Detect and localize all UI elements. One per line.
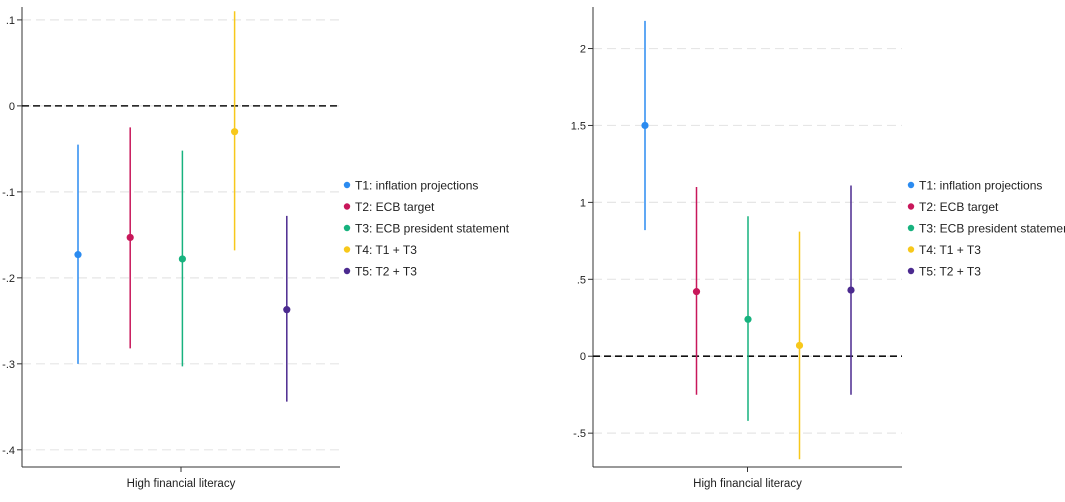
legend: T1: inflation projections T2: ECB target T… [343, 179, 510, 279]
y-tick-label: 1.5 [571, 120, 586, 132]
point-estimate-2 [126, 233, 134, 242]
point-estimate-4 [231, 128, 239, 136]
legend-label-2: T2: ECB target [919, 200, 999, 214]
point-estimate-2 [692, 288, 701, 296]
y-tick-label: -.1 [2, 187, 15, 199]
legend-label-3: T3: ECB president statement [919, 222, 1065, 236]
legend-label-4: T4: T1 + T3 [355, 243, 417, 257]
legend-marker-4 [907, 246, 915, 253]
y-tick-label: -.5 [573, 428, 586, 440]
legend-label-3: T3: ECB president statement [355, 222, 510, 236]
point-estimate-1 [641, 121, 649, 130]
point-estimate-3 [178, 255, 186, 263]
legend-label-5: T5: T2 + T3 [919, 265, 981, 279]
y-tick-label: 1 [580, 197, 586, 209]
y-tick-label: .5 [577, 274, 586, 286]
point-estimate-4 [795, 341, 804, 350]
point-estimate-5 [847, 286, 855, 294]
y-tick-label: -.3 [2, 359, 15, 371]
y-tick-label: 2 [580, 44, 586, 56]
y-tick-label: 0 [9, 101, 15, 113]
legend-marker-2 [343, 203, 351, 210]
y-tick-label: 0 [580, 351, 586, 363]
legend-marker-5 [343, 267, 351, 275]
x-category-label: High financial literacy [693, 478, 802, 490]
legend-label-1: T1: inflation projections [919, 179, 1042, 193]
y-tick-label: -.4 [2, 445, 15, 457]
legend-marker-3 [907, 224, 915, 232]
point-estimate-1 [74, 251, 82, 259]
legend: T1: inflation projections T2: ECB target T… [907, 179, 1065, 279]
legend-marker-1 [343, 181, 351, 189]
legend-marker-2 [907, 203, 915, 210]
legend-label-1: T1: inflation projections [355, 179, 478, 193]
chart-panel-1: .1 0 -.1 -.2 -.3 -.4 High financial literacy T1… [2, 7, 510, 490]
legend-marker-5 [907, 267, 915, 275]
x-category-label: High financial literacy [127, 478, 236, 490]
legend-marker-1 [907, 181, 915, 189]
y-tick-label: .1 [6, 15, 15, 27]
legend-label-2: T2: ECB target [355, 200, 435, 214]
point-estimate-5 [283, 306, 291, 314]
legend-marker-3 [343, 224, 351, 232]
point-estimate-3 [744, 315, 752, 323]
legend-label-4: T4: T1 + T3 [919, 243, 981, 257]
legend-marker-4 [343, 246, 351, 253]
y-tick-label: -.2 [2, 273, 15, 285]
legend-label-5: T5: T2 + T3 [355, 265, 417, 279]
